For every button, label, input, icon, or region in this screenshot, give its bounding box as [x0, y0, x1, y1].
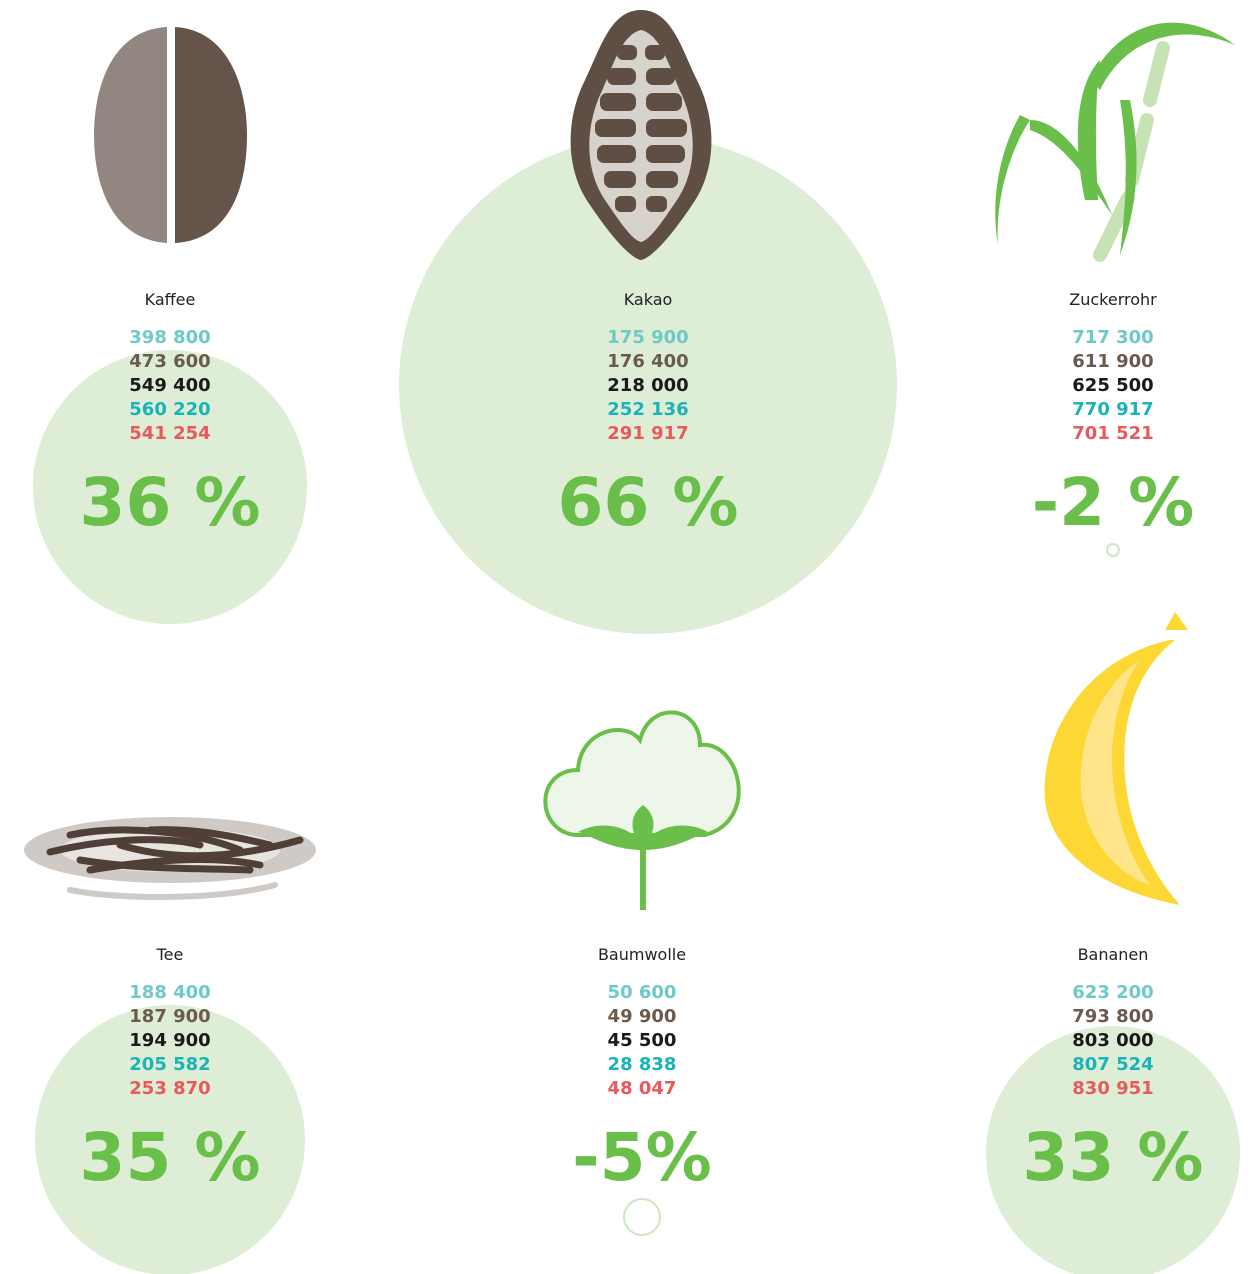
- item-number: 549 400: [129, 375, 210, 396]
- coffee-icon: [94, 27, 247, 243]
- item-number: 611 900: [1072, 351, 1153, 372]
- item-number: 560 220: [129, 399, 210, 420]
- cotton-icon: [545, 712, 738, 910]
- item-number: 793 800: [1072, 1006, 1153, 1027]
- item-number: 45 500: [608, 1030, 677, 1051]
- item-number: 830 951: [1072, 1078, 1153, 1099]
- item-number: 473 600: [129, 351, 210, 372]
- item-number: 803 000: [1072, 1030, 1153, 1051]
- item-change: 66 %: [558, 464, 739, 541]
- item-number: 188 400: [129, 982, 210, 1003]
- tea-icon: [24, 817, 316, 897]
- item-number: 175 900: [607, 327, 688, 348]
- page: Kaffee 398 800 473 600 549 400 560 220 541 25…: [0, 0, 1250, 1274]
- item-number: 205 582: [129, 1054, 210, 1075]
- item-number: 194 900: [129, 1030, 210, 1051]
- item-number: 807 524: [1072, 1054, 1153, 1075]
- item-number: 252 136: [607, 399, 688, 420]
- item-label: Tee: [156, 945, 184, 964]
- circle: [1107, 544, 1119, 556]
- item-number: 770 917: [1072, 399, 1153, 420]
- item-number: 623 200: [1072, 982, 1153, 1003]
- item-change: -2 %: [1032, 464, 1194, 541]
- item-number: 717 300: [1072, 327, 1153, 348]
- item-number: 253 870: [129, 1078, 210, 1099]
- item-number: 218 000: [607, 375, 688, 396]
- item-change: -5%: [572, 1119, 711, 1196]
- infographic: Kaffee 398 800 473 600 549 400 560 220 541 25…: [0, 0, 1250, 1274]
- item-number: 48 047: [608, 1078, 677, 1099]
- item-number: 187 900: [129, 1006, 210, 1027]
- sugarcane-icon: [995, 23, 1235, 255]
- item-change: 35 %: [80, 1119, 261, 1196]
- item-number: 398 800: [129, 327, 210, 348]
- circle: [624, 1199, 660, 1235]
- item-label: Kaffee: [145, 290, 196, 309]
- item-label: Bananen: [1078, 945, 1149, 964]
- item-label: Kakao: [624, 290, 673, 309]
- item-number: 49 900: [608, 1006, 677, 1027]
- item-number: 50 600: [608, 982, 677, 1003]
- item-label: Baumwolle: [598, 945, 686, 964]
- item-number: 291 917: [607, 423, 688, 444]
- item-label: Zuckerrohr: [1069, 290, 1157, 309]
- item-number: 701 521: [1072, 423, 1153, 444]
- item-number: 625 500: [1072, 375, 1153, 396]
- item-change: 33 %: [1023, 1119, 1204, 1196]
- item-number: 28 838: [608, 1054, 677, 1075]
- item-number: 541 254: [129, 423, 210, 444]
- banana-icon: [1045, 612, 1188, 905]
- item-change: 36 %: [80, 464, 261, 541]
- item-number: 176 400: [607, 351, 688, 372]
